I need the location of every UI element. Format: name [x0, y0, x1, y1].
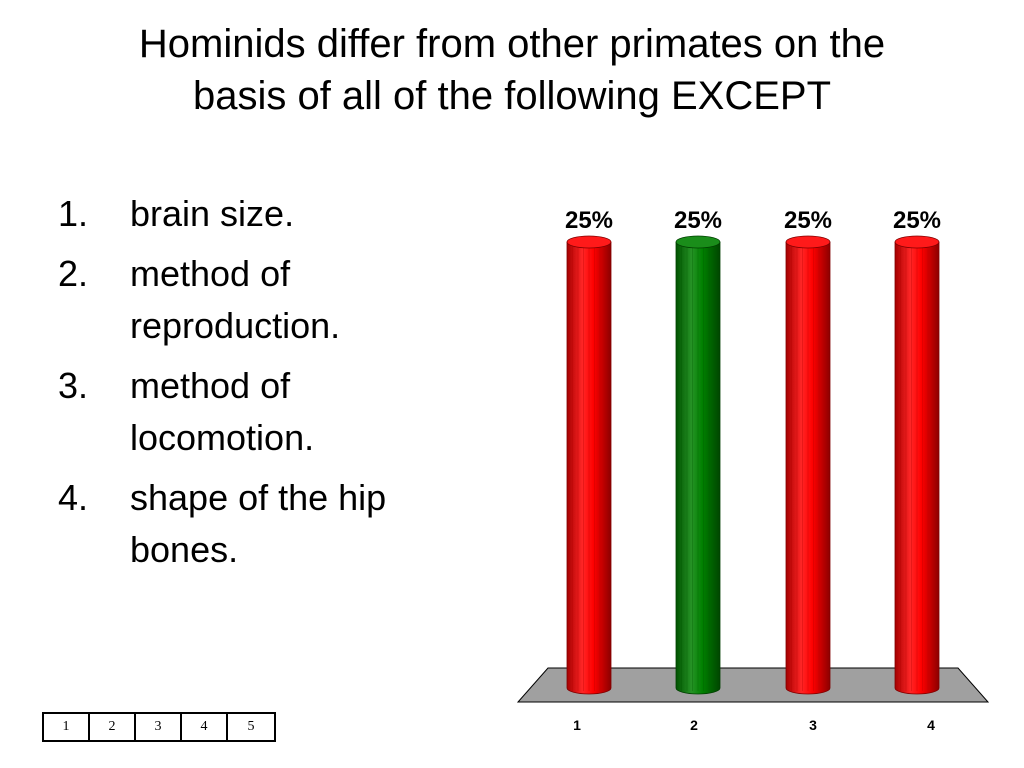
x-tick-label-1: 1 — [573, 717, 581, 733]
answer-item-4: 4. shape of the hip bones. — [58, 472, 478, 576]
bar-4 — [894, 235, 940, 695]
answer-number-1: 1. — [58, 193, 89, 234]
answer-number-2: 2. — [58, 253, 89, 294]
bar-1 — [566, 235, 612, 695]
chart-floor — [516, 667, 990, 703]
bar-cap-3 — [785, 235, 831, 249]
chart-bars — [566, 235, 940, 695]
bar-cap-4 — [894, 235, 940, 249]
answer-list: 1. brain size. 2. method of reproduction… — [58, 188, 478, 584]
bar-2 — [675, 235, 721, 695]
slide-title: Hominids differ from other primates on t… — [40, 18, 984, 122]
data-label-4: 25% — [893, 207, 941, 234]
bar-cap-2 — [675, 235, 721, 249]
answer-text-2-line-1: method of — [130, 253, 291, 294]
chart-data-labels: 25% 25% 25% 25% — [565, 207, 941, 234]
chart-tick-labels: 1 2 3 4 — [573, 717, 935, 733]
title-line-1: Hominids differ from other primates on t… — [138, 22, 886, 66]
answer-item-2: 2. method of reproduction. — [58, 248, 478, 352]
answer-number-4: 4. — [58, 477, 89, 518]
counter-cell-5: 5 — [228, 714, 274, 740]
x-tick-label-4: 4 — [927, 717, 935, 733]
data-label-3: 25% — [784, 207, 832, 234]
answer-text-3-line-1: method of — [130, 365, 291, 406]
x-tick-label-2: 2 — [690, 717, 698, 733]
counter-cell-1: 1 — [44, 714, 90, 740]
counter-cell-3: 3 — [136, 714, 182, 740]
answer-text-4-line-1: shape of the hip — [130, 477, 387, 518]
answer-text-1-line-1: brain size. — [130, 193, 295, 234]
data-label-1: 25% — [565, 207, 613, 234]
answer-number-3: 3. — [58, 365, 89, 406]
answer-text-4-line-2: bones. — [130, 529, 239, 570]
x-tick-label-3: 3 — [809, 717, 817, 733]
data-label-2: 25% — [674, 207, 722, 234]
bar-3 — [785, 235, 831, 695]
answer-text-2-line-2: reproduction. — [130, 305, 341, 346]
bar-cap-1 — [566, 235, 612, 249]
response-counter: 1 2 3 4 5 — [42, 712, 276, 742]
counter-cell-4: 4 — [182, 714, 228, 740]
answer-text-3-line-2: locomotion. — [130, 417, 315, 458]
answer-item-3: 3. method of locomotion. — [58, 360, 478, 464]
answer-item-1: 1. brain size. — [58, 188, 478, 240]
title-line-2: basis of all of the following EXCEPT — [192, 74, 832, 118]
counter-cell-2: 2 — [90, 714, 136, 740]
